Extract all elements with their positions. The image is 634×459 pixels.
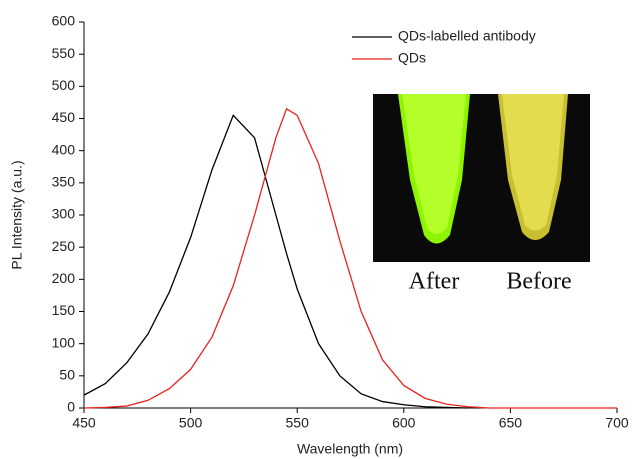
y-tick-label: 500: [52, 77, 76, 93]
y-tick-label: 600: [52, 13, 76, 29]
y-tick-label: 150: [52, 302, 76, 318]
x-tick-label: 500: [179, 415, 203, 431]
x-tick-label: 450: [72, 415, 96, 431]
inset-photo: [373, 94, 590, 262]
x-tick-label: 600: [392, 415, 416, 431]
y-tick-label: 100: [52, 334, 76, 350]
series-line: [83, 114, 468, 409]
y-tick-label: 200: [52, 270, 76, 286]
y-tick-label: 550: [52, 45, 76, 61]
x-tick-label: 700: [605, 415, 629, 431]
x-axis-label: Wavelength (nm): [297, 441, 403, 457]
legend-label: QDs: [398, 50, 426, 66]
y-tick-label: 450: [52, 109, 76, 125]
x-tick-label: 650: [499, 415, 523, 431]
x-tick-label: 550: [286, 415, 310, 431]
legend-label: QDs-labelled antibody: [398, 28, 536, 44]
y-tick-label: 300: [52, 206, 76, 222]
y-tick-label: 50: [59, 367, 75, 383]
y-tick-label: 350: [52, 174, 76, 190]
y-tick-label: 0: [67, 399, 75, 415]
inset-label: After: [409, 269, 460, 295]
y-tick-label: 250: [52, 238, 76, 254]
inset-label: Before: [506, 269, 571, 295]
series-line: [83, 107, 617, 409]
y-tick-label: 400: [52, 141, 76, 157]
y-axis-label: PL Intensity (a.u.): [9, 160, 25, 269]
